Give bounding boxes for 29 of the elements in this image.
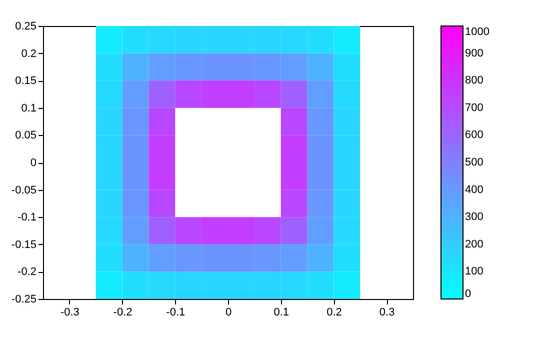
color-bar-label: 800: [465, 74, 484, 87]
x-tick-label: 0: [225, 306, 232, 318]
x-tick-label: -0.3: [60, 306, 80, 318]
y-tick-label: -0.2: [18, 266, 36, 278]
y-tick-label: 0.2: [21, 48, 36, 60]
y-tick-label: -0.15: [11, 238, 36, 251]
y-tick-label: -0.05: [11, 184, 36, 196]
x-tick-label: -0.1: [166, 306, 186, 318]
color-bar-label: 300: [465, 211, 484, 224]
y-tick-label: 0.1: [21, 102, 36, 114]
color-bar-label: 600: [465, 129, 484, 142]
y-tick-label: -0.1: [18, 212, 36, 224]
y-tick-label: 0.15: [15, 75, 36, 88]
x-tick-label: 0.2: [326, 306, 342, 318]
x-tick-label: -0.2: [113, 306, 132, 318]
color-bar-label: 100: [465, 266, 484, 278]
y-tick-label: -0.25: [11, 294, 36, 306]
y-tick-label: 0.05: [15, 130, 36, 142]
y-tick-label: 0: [30, 157, 36, 169]
color-bar-label: 400: [465, 184, 484, 196]
color-bar-label: 900: [465, 47, 484, 60]
color-bar-label: 200: [465, 238, 484, 250]
y-tick-label: 0.25: [15, 20, 36, 32]
color-bar-label: 500: [465, 156, 484, 168]
color-bar-label: 1000: [465, 26, 490, 38]
color-bar-label: 700: [465, 102, 484, 114]
x-tick-label: 0.1: [274, 306, 290, 318]
color-bar-label: 0: [465, 288, 472, 300]
x-tick-label: 0.3: [379, 306, 395, 318]
